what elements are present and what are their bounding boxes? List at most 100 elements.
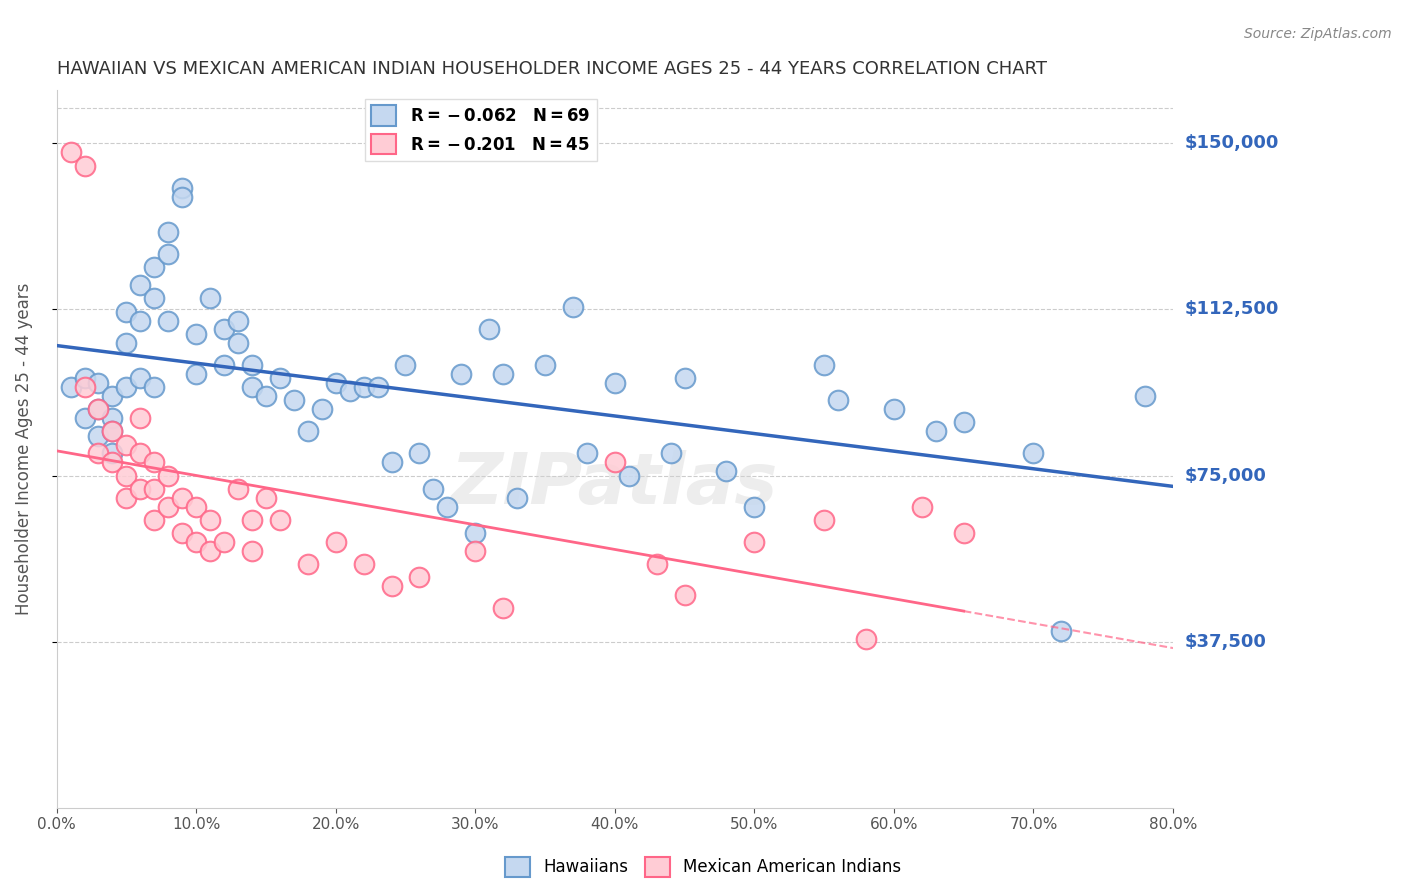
Text: $37,500: $37,500 — [1184, 632, 1265, 650]
Point — [73, 159, 96, 173]
Point — [143, 455, 166, 469]
Point — [115, 380, 138, 394]
Point — [73, 371, 96, 385]
Point — [212, 535, 235, 549]
Point — [143, 292, 166, 306]
Point — [436, 500, 458, 514]
Text: $75,000: $75,000 — [1184, 467, 1265, 484]
Point — [172, 491, 194, 505]
Point — [925, 424, 948, 438]
Point — [562, 300, 585, 314]
Point — [827, 393, 849, 408]
Point — [226, 313, 249, 327]
Point — [1133, 389, 1156, 403]
Point — [855, 632, 877, 647]
Point — [813, 513, 835, 527]
Text: $150,000: $150,000 — [1184, 135, 1278, 153]
Point — [240, 358, 263, 372]
Point — [186, 326, 208, 341]
Point — [813, 358, 835, 372]
Point — [325, 535, 347, 549]
Point — [129, 446, 152, 460]
Point — [952, 526, 974, 541]
Point — [186, 500, 208, 514]
Point — [659, 446, 682, 460]
Point — [172, 526, 194, 541]
Point — [143, 513, 166, 527]
Point — [269, 371, 291, 385]
Point — [59, 145, 82, 160]
Legend: Hawaiians, Mexican American Indians: Hawaiians, Mexican American Indians — [498, 850, 908, 884]
Point — [240, 513, 263, 527]
Point — [172, 189, 194, 203]
Point — [198, 292, 221, 306]
Point — [297, 424, 319, 438]
Point — [129, 482, 152, 496]
Point — [353, 380, 375, 394]
Point — [269, 513, 291, 527]
Point — [115, 304, 138, 318]
Point — [603, 455, 626, 469]
Point — [87, 402, 110, 417]
Point — [129, 313, 152, 327]
Point — [143, 260, 166, 275]
Text: $112,500: $112,500 — [1184, 301, 1278, 318]
Point — [254, 491, 277, 505]
Point — [339, 384, 361, 399]
Point — [645, 557, 668, 571]
Point — [450, 367, 472, 381]
Point — [325, 376, 347, 390]
Point — [186, 367, 208, 381]
Point — [157, 500, 180, 514]
Point — [575, 446, 598, 460]
Point — [603, 376, 626, 390]
Point — [240, 544, 263, 558]
Point — [129, 278, 152, 293]
Point — [198, 513, 221, 527]
Point — [380, 455, 402, 469]
Point — [492, 601, 515, 615]
Point — [311, 402, 333, 417]
Point — [283, 393, 305, 408]
Point — [353, 557, 375, 571]
Point — [87, 402, 110, 417]
Point — [1050, 624, 1073, 638]
Point — [534, 358, 557, 372]
Point — [87, 446, 110, 460]
Point — [1022, 446, 1045, 460]
Point — [422, 482, 444, 496]
Point — [157, 225, 180, 239]
Text: ZIPatlas: ZIPatlas — [451, 450, 779, 519]
Point — [143, 482, 166, 496]
Point — [115, 335, 138, 350]
Point — [883, 402, 905, 417]
Point — [744, 500, 766, 514]
Point — [297, 557, 319, 571]
Point — [380, 579, 402, 593]
Point — [87, 428, 110, 442]
Point — [129, 411, 152, 425]
Point — [673, 371, 696, 385]
Point — [157, 247, 180, 261]
Point — [157, 468, 180, 483]
Point — [911, 500, 934, 514]
Point — [101, 424, 124, 438]
Point — [115, 491, 138, 505]
Point — [492, 367, 515, 381]
Point — [464, 544, 486, 558]
Point — [367, 380, 389, 394]
Point — [744, 535, 766, 549]
Point — [115, 437, 138, 451]
Text: Source: ZipAtlas.com: Source: ZipAtlas.com — [1244, 27, 1392, 41]
Point — [115, 468, 138, 483]
Point — [254, 389, 277, 403]
Point — [101, 455, 124, 469]
Point — [73, 380, 96, 394]
Point — [59, 380, 82, 394]
Point — [617, 468, 640, 483]
Point — [408, 446, 430, 460]
Legend: $\mathbf{R = -0.062}$   $\mathbf{N = 69}$, $\mathbf{R = -0.201}$   $\mathbf{N = : $\mathbf{R = -0.062}$ $\mathbf{N = 69}$,… — [364, 99, 598, 161]
Point — [172, 180, 194, 194]
Point — [101, 389, 124, 403]
Point — [240, 380, 263, 394]
